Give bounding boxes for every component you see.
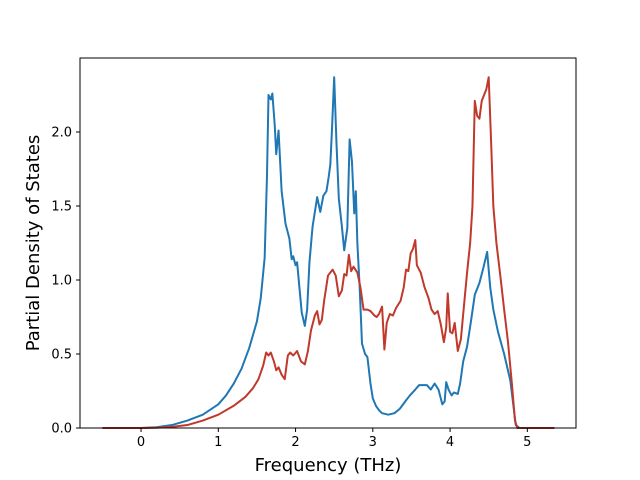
y-tick-label: 0.5: [51, 348, 72, 363]
x-tick-label: 1: [214, 435, 222, 450]
y-tick-label: 0.0: [51, 422, 72, 437]
y-axis-title: Partial Density of States: [23, 135, 44, 352]
x-tick-label: 2: [291, 435, 299, 450]
x-tick-label: 0: [137, 435, 145, 450]
x-tick-label: 3: [369, 435, 377, 450]
series-line-1: [102, 76, 555, 429]
x-tick-label: 5: [523, 435, 531, 450]
y-tick-label: 1.0: [51, 274, 72, 289]
series-layer: [102, 76, 555, 429]
plot-frame: [79, 57, 577, 429]
x-axis-title: Frequency (THz): [255, 455, 402, 476]
plot-background: [80, 58, 576, 428]
x-axis-ticks: 0 1 2 3 4 5: [137, 428, 531, 450]
x-tick-label: 4: [446, 435, 454, 450]
y-tick-label: 1.5: [51, 200, 72, 215]
y-axis-ticks: 0.0 0.5 1.0 1.5 2.0: [51, 126, 80, 437]
series-line-2: [102, 76, 555, 429]
y-tick-label: 2.0: [51, 126, 72, 141]
